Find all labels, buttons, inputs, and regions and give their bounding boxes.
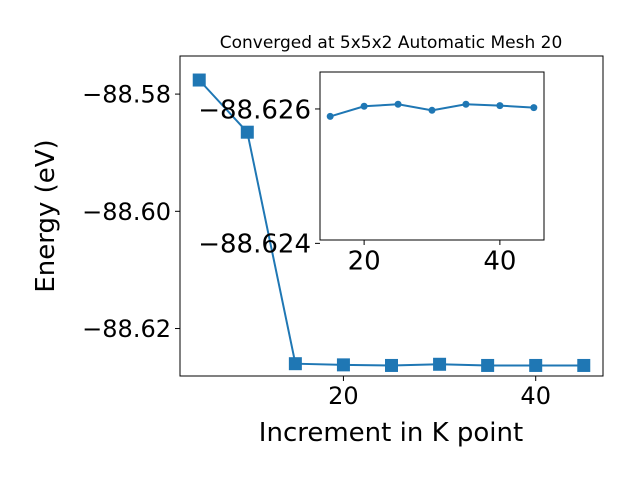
x-axis-label: Increment in K point: [259, 418, 523, 448]
inset-plot-frame: [319, 71, 545, 241]
main-y-tick-label: −88.62: [82, 315, 171, 343]
main-series: [192, 73, 591, 372]
inset-data-point: [428, 106, 436, 114]
main-data-point: [577, 358, 591, 372]
inset-chart: 20 40 −88.626 −88.624: [198, 71, 545, 277]
main-y-tick-label: −88.60: [82, 198, 171, 226]
main-axis-ticks: 20 40 −88.58 −88.60 −88.62: [82, 81, 551, 410]
inset-data-point: [326, 112, 334, 120]
inset-background: [320, 72, 544, 240]
main-chart: Converged at 5x5x2 Automatic Mesh 20 20 4…: [31, 33, 604, 448]
chart-title: Converged at 5x5x2 Automatic Mesh 20: [220, 33, 563, 53]
inset-y-tick-label: −88.624: [198, 230, 311, 260]
inset-series: [326, 100, 538, 120]
y-axis-label: Energy (eV): [31, 139, 61, 292]
inset-axis-ticks: 20 40 −88.626 −88.624: [198, 95, 516, 276]
main-x-tick-label: 40: [520, 382, 551, 410]
inset-data-point: [530, 104, 538, 112]
main-data-point: [288, 357, 302, 371]
main-y-tick-label: −88.58: [82, 81, 171, 109]
main-data-point: [336, 358, 350, 372]
main-data-point: [433, 357, 447, 371]
inset-data-point: [462, 100, 470, 108]
inset-data-point: [360, 102, 368, 110]
main-data-point: [529, 358, 543, 372]
main-plot-frame: [179, 55, 604, 377]
main-data-point: [481, 358, 495, 372]
inset-x-tick-label: 40: [483, 247, 516, 277]
inset-data-point: [394, 100, 402, 108]
inset-y-tick-label: −88.626: [198, 95, 311, 125]
main-data-point: [240, 125, 254, 139]
main-data-point: [192, 73, 206, 87]
main-data-point: [385, 358, 398, 372]
inset-x-tick-label: 20: [348, 247, 381, 277]
inset-data-point: [496, 102, 504, 110]
main-x-tick-label: 20: [328, 382, 359, 410]
